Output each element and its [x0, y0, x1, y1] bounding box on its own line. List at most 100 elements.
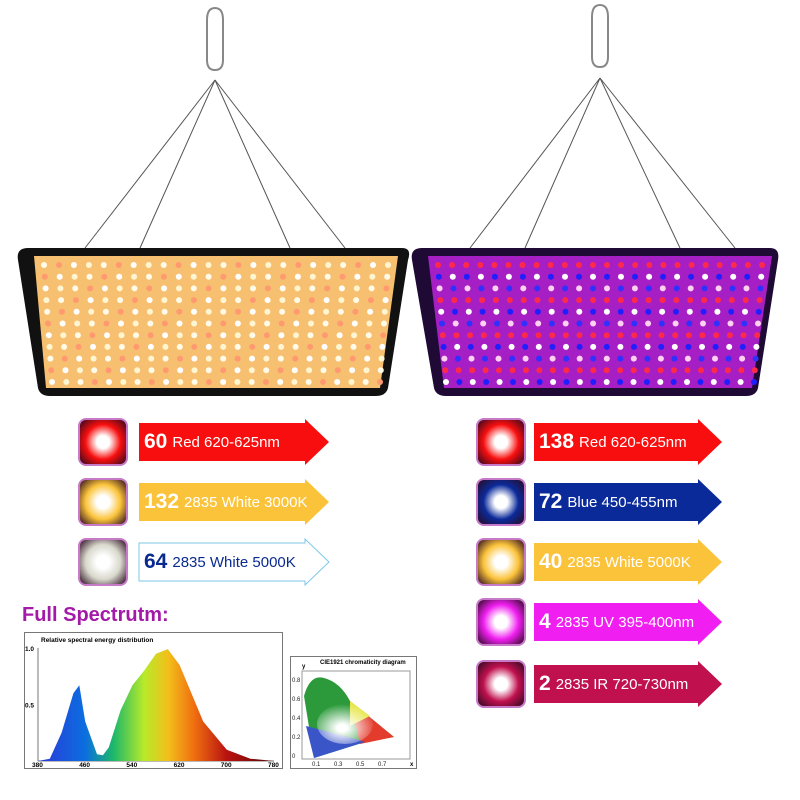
led-dot [321, 355, 327, 362]
led-dot [465, 308, 472, 315]
led-dot [632, 262, 639, 268]
led-dot [550, 379, 557, 385]
led-dot [364, 355, 371, 362]
cie-x-tick: 0.7 [378, 762, 387, 768]
led-dot [440, 343, 447, 350]
white-led-icon [476, 538, 526, 586]
led-dot [751, 367, 758, 374]
led-dot [176, 332, 183, 339]
led-count: 72 [539, 490, 563, 513]
led-dot [263, 343, 270, 350]
led-dot [630, 367, 637, 374]
led-dot [644, 367, 651, 374]
led-count: 2 [539, 672, 551, 695]
cie-y-tick: 0.2 [292, 735, 301, 741]
led-dot [324, 285, 331, 292]
led-dot [220, 343, 227, 350]
led-dot [617, 308, 624, 315]
led-dot [479, 297, 485, 304]
led-dot [146, 308, 153, 315]
led-dot [563, 355, 570, 362]
led-dot [576, 297, 583, 304]
led-dot [700, 308, 707, 315]
led-dot [133, 332, 139, 339]
led-dot [120, 379, 127, 385]
led-dot [549, 332, 556, 339]
led-dot [234, 379, 241, 385]
led-dot [104, 332, 110, 339]
led-dot [175, 273, 182, 280]
led-dot [119, 367, 126, 374]
led-dot [702, 273, 709, 280]
led-dot [724, 367, 731, 374]
y-tick-label: 0.5 [25, 703, 34, 710]
led-dot [380, 332, 387, 339]
led-dot [687, 285, 694, 292]
led-dot [439, 320, 445, 327]
led-dot [744, 262, 751, 268]
led-dot [495, 355, 502, 362]
led-dot [547, 273, 554, 280]
led-dot [684, 379, 690, 385]
ir-led-icon [476, 660, 526, 708]
led-dot [674, 262, 681, 268]
cie-y-tick: 0 [292, 754, 296, 760]
led-dot [645, 320, 652, 327]
led-dot [381, 320, 387, 327]
led-label: Blue 450-455nm [567, 493, 678, 511]
led-dot [670, 379, 677, 385]
led-dot [548, 285, 555, 292]
led-dot [449, 273, 456, 280]
led-dot [686, 320, 693, 327]
led-dot [147, 320, 154, 327]
led-dot [631, 285, 638, 292]
led-dot [339, 273, 346, 280]
led-dot [505, 273, 512, 280]
led-dot [759, 262, 765, 268]
led-dot [522, 343, 529, 350]
led-dot [660, 262, 667, 268]
led-dot [547, 262, 554, 268]
led-dot [41, 273, 48, 280]
uv-led-icon [476, 598, 526, 646]
led-dot [309, 285, 316, 292]
led-dot [205, 355, 212, 362]
led-dot [45, 320, 51, 327]
led-dot [383, 285, 390, 292]
led-dot [234, 367, 241, 374]
led-dot [264, 308, 271, 315]
led-spec-0: 138 Red 620-625nm [533, 419, 687, 465]
led-dot [536, 379, 543, 385]
led-dot [739, 355, 746, 362]
led-dot [148, 379, 155, 385]
led-dot [477, 273, 484, 280]
led-dot [163, 379, 170, 385]
led-dot [294, 273, 301, 280]
led-dot [710, 379, 717, 385]
led-dot [672, 332, 679, 339]
led-dot [337, 308, 344, 315]
led-dot [658, 320, 665, 327]
led-dot [657, 355, 664, 362]
led-dot [646, 273, 653, 280]
led-dot [712, 355, 718, 362]
led-dot [321, 343, 328, 350]
led-dot [436, 285, 443, 292]
led-dot [363, 367, 370, 374]
led-dot [617, 379, 624, 385]
cie-y-tick: 0.4 [292, 716, 301, 722]
led-dot [102, 297, 109, 304]
led-dot [698, 367, 704, 374]
led-dot [464, 285, 471, 292]
led-dot [644, 343, 651, 350]
led-dot [148, 367, 155, 374]
led-dot [162, 343, 169, 350]
led-dot [74, 332, 81, 339]
led-dot [688, 273, 695, 280]
led-dot [576, 285, 583, 292]
led-dot [205, 379, 212, 385]
led-dot [117, 308, 124, 315]
led-dot [176, 343, 183, 350]
led-dot [176, 308, 183, 315]
led-dot [118, 343, 125, 350]
